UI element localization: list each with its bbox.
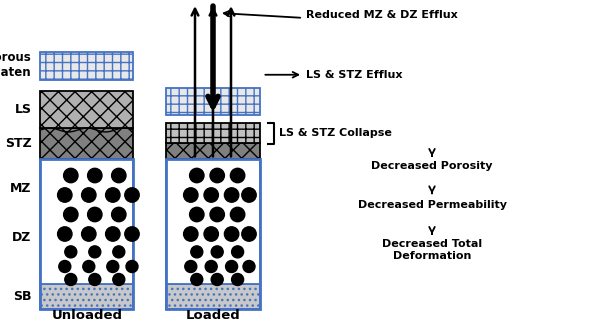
Ellipse shape [65,274,77,285]
Ellipse shape [125,188,139,202]
Ellipse shape [88,168,102,183]
Ellipse shape [232,246,244,258]
Bar [166,159,260,309]
Ellipse shape [82,188,96,202]
Bar [166,88,260,115]
Ellipse shape [125,227,139,241]
Ellipse shape [204,188,218,202]
Ellipse shape [232,274,244,285]
Ellipse shape [89,274,101,285]
Ellipse shape [106,188,120,202]
Ellipse shape [184,227,198,241]
Text: LS & STZ Collapse: LS & STZ Collapse [279,128,392,138]
Text: MZ: MZ [10,182,31,195]
Ellipse shape [58,188,72,202]
Ellipse shape [230,207,245,222]
Bar [40,52,133,80]
Ellipse shape [113,246,125,258]
Text: Decreased Permeability: Decreased Permeability [358,200,506,210]
Ellipse shape [190,207,204,222]
Text: Unloaded: Unloaded [52,309,122,322]
Bar [40,159,133,284]
Ellipse shape [64,168,78,183]
Ellipse shape [191,274,203,285]
Ellipse shape [211,274,223,285]
Bar [166,124,260,143]
Ellipse shape [224,227,239,241]
Text: DZ: DZ [12,231,31,244]
Ellipse shape [58,227,72,241]
Ellipse shape [205,261,217,272]
Ellipse shape [211,246,223,258]
Text: Porous
Platen: Porous Platen [0,51,31,79]
Text: LS: LS [14,103,31,116]
Bar [40,284,133,309]
Ellipse shape [64,207,78,222]
Ellipse shape [243,261,255,272]
Bar [40,128,133,159]
Bar [166,284,260,309]
Bar [166,159,260,284]
Ellipse shape [204,227,218,241]
Ellipse shape [89,246,101,258]
Text: Decreased Total
Deformation: Decreased Total Deformation [382,240,482,261]
Ellipse shape [242,188,256,202]
Ellipse shape [88,207,102,222]
Text: Reduced MZ & DZ Efflux: Reduced MZ & DZ Efflux [306,9,458,20]
Ellipse shape [242,227,256,241]
Text: STZ: STZ [5,137,31,150]
Ellipse shape [126,261,138,272]
Ellipse shape [59,261,71,272]
Ellipse shape [82,227,96,241]
Bar [40,159,133,309]
Ellipse shape [226,261,238,272]
Text: Loaded: Loaded [185,309,241,322]
Ellipse shape [106,227,120,241]
Ellipse shape [185,261,197,272]
Ellipse shape [184,188,198,202]
Ellipse shape [224,188,239,202]
Ellipse shape [230,168,245,183]
Text: Decreased Porosity: Decreased Porosity [371,161,493,171]
Text: SB: SB [13,290,31,303]
Ellipse shape [107,261,119,272]
Ellipse shape [190,168,204,183]
Ellipse shape [210,168,224,183]
Ellipse shape [113,274,125,285]
Text: LS & STZ Efflux: LS & STZ Efflux [306,70,403,80]
Ellipse shape [112,207,126,222]
Ellipse shape [191,246,203,258]
Ellipse shape [83,261,95,272]
Bar [40,91,133,128]
Bar [166,143,260,159]
Ellipse shape [112,168,126,183]
Ellipse shape [65,246,77,258]
Ellipse shape [210,207,224,222]
